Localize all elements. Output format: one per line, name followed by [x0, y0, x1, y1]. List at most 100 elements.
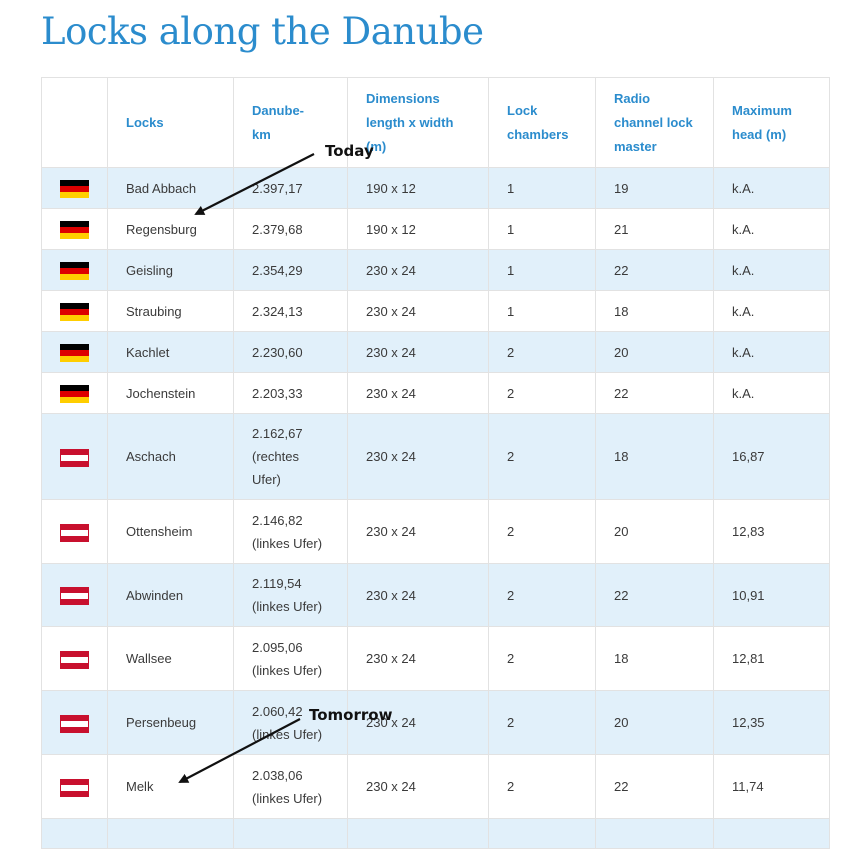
table-row: Geisling 2.354,29 230 x 24 1 22 k.A. — [41, 249, 830, 291]
lock-name-cell: Ottensheim — [107, 499, 234, 564]
column-header-maximum-head: Maximum head (m) — [713, 77, 830, 168]
maximum-head-cell: k.A. — [713, 249, 830, 291]
radio-channel-cell: 22 — [595, 563, 714, 627]
lock-chambers-cell: 1 — [488, 290, 596, 332]
lock-chambers-cell: 2 — [488, 563, 596, 627]
lock-name-cell: Bad Abbach — [107, 167, 234, 209]
table-row: Jochenstein 2.203,33 230 x 24 2 22 k.A. — [41, 372, 830, 414]
radio-channel-cell: 20 — [595, 499, 714, 564]
dimensions-cell: 230 x 24 — [347, 331, 489, 373]
lock-chambers-cell: 1 — [488, 167, 596, 209]
lock-name-cell — [107, 818, 234, 849]
radio-channel-cell: 20 — [595, 690, 714, 755]
column-header-flag — [41, 77, 108, 168]
maximum-head-cell: k.A. — [713, 167, 830, 209]
flag-cell — [41, 818, 108, 849]
table-row: Persenbeug 2.060,42 (linkes Ufer) 230 x 24 2… — [41, 690, 830, 755]
table-row: Aschach 2.162,67 (rechtes Ufer) 230 x 24 2 18 1… — [41, 413, 830, 500]
germany-flag — [60, 262, 89, 281]
flag-cell — [41, 290, 108, 332]
flag-cell — [41, 754, 108, 819]
danube-km-cell: 2.095,06 (linkes Ufer) — [233, 626, 348, 691]
danube-km-cell: 2.379,68 — [233, 208, 348, 250]
maximum-head-cell: k.A. — [713, 208, 830, 250]
radio-channel-cell: 22 — [595, 249, 714, 291]
table-row: Bad Abbach 2.397,17 190 x 12 1 19 k.A. — [41, 167, 830, 209]
germany-flag — [60, 303, 89, 322]
maximum-head-cell — [713, 818, 830, 849]
radio-channel-cell: 18 — [595, 290, 714, 332]
flag-cell — [41, 626, 108, 691]
austria-flag — [60, 587, 89, 606]
dimensions-cell: 230 x 24 — [347, 499, 489, 564]
table-row: Straubing 2.324,13 230 x 24 1 18 k.A. — [41, 290, 830, 332]
annotation-tomorrow: Tomorrow — [309, 706, 393, 724]
flag-cell — [41, 413, 108, 500]
lock-chambers-cell: 2 — [488, 690, 596, 755]
danube-km-cell: 2.038,06 (linkes Ufer) — [233, 754, 348, 819]
radio-channel-cell — [595, 818, 714, 849]
radio-channel-cell: 18 — [595, 626, 714, 691]
dimensions-cell: 230 x 24 — [347, 290, 489, 332]
danube-km-cell — [233, 818, 348, 849]
danube-km-cell: 2.119,54 (linkes Ufer) — [233, 563, 348, 627]
lock-chambers-cell: 2 — [488, 372, 596, 414]
germany-flag — [60, 344, 89, 363]
danube-km-cell: 2.324,13 — [233, 290, 348, 332]
table-row: Regensburg 2.379,68 190 x 12 1 21 k.A. — [41, 208, 830, 250]
dimensions-cell: 230 x 24 — [347, 413, 489, 500]
lock-name-cell: Kachlet — [107, 331, 234, 373]
lock-chambers-cell: 1 — [488, 249, 596, 291]
lock-name-cell: Straubing — [107, 290, 234, 332]
dimensions-cell: 230 x 24 — [347, 754, 489, 819]
flag-cell — [41, 208, 108, 250]
flag-cell — [41, 372, 108, 414]
lock-chambers-cell: 2 — [488, 626, 596, 691]
maximum-head-cell: 12,35 — [713, 690, 830, 755]
table-row — [41, 818, 830, 849]
radio-channel-cell: 20 — [595, 331, 714, 373]
germany-flag — [60, 385, 89, 404]
austria-flag — [60, 714, 89, 733]
column-header-dimensions: Dimensions length x width (m) — [347, 77, 489, 168]
maximum-head-cell: 12,81 — [713, 626, 830, 691]
table-row: Melk 2.038,06 (linkes Ufer) 230 x 24 2 22 11,7… — [41, 754, 830, 819]
column-header-danube-km: Danube-km — [233, 77, 348, 168]
flag-cell — [41, 249, 108, 291]
lock-name-cell: Melk — [107, 754, 234, 819]
locks-table: Locks Danube-km Dimensions length x width… — [41, 77, 830, 849]
table-row: Kachlet 2.230,60 230 x 24 2 20 k.A. — [41, 331, 830, 373]
lock-name-cell: Geisling — [107, 249, 234, 291]
radio-channel-cell: 19 — [595, 167, 714, 209]
dimensions-cell: 230 x 24 — [347, 372, 489, 414]
dimensions-cell: 190 x 12 — [347, 167, 489, 209]
lock-chambers-cell: 2 — [488, 499, 596, 564]
maximum-head-cell: 16,87 — [713, 413, 830, 500]
maximum-head-cell: 12,83 — [713, 499, 830, 564]
lock-name-cell: Jochenstein — [107, 372, 234, 414]
dimensions-cell — [347, 818, 489, 849]
flag-cell — [41, 499, 108, 564]
austria-flag — [60, 448, 89, 467]
dimensions-cell: 230 x 24 — [347, 563, 489, 627]
maximum-head-cell: 10,91 — [713, 563, 830, 627]
dimensions-cell: 230 x 24 — [347, 626, 489, 691]
germany-flag — [60, 180, 89, 199]
lock-chambers-cell: 2 — [488, 754, 596, 819]
radio-channel-cell: 21 — [595, 208, 714, 250]
lock-name-cell: Abwinden — [107, 563, 234, 627]
lock-chambers-cell: 2 — [488, 413, 596, 500]
column-header-lock-chambers: Lock chambers — [488, 77, 596, 168]
maximum-head-cell: k.A. — [713, 331, 830, 373]
table-row: Ottensheim 2.146,82 (linkes Ufer) 230 x 24 2… — [41, 499, 830, 564]
table-body: Bad Abbach 2.397,17 190 x 12 1 19 k.A. Regensb… — [41, 167, 830, 849]
maximum-head-cell: k.A. — [713, 372, 830, 414]
radio-channel-cell: 22 — [595, 372, 714, 414]
danube-km-cell: 2.162,67 (rechtes Ufer) — [233, 413, 348, 500]
flag-cell — [41, 331, 108, 373]
lock-name-cell: Regensburg — [107, 208, 234, 250]
danube-km-cell: 2.354,29 — [233, 249, 348, 291]
maximum-head-cell: k.A. — [713, 290, 830, 332]
column-header-radio-channel: Radio channel lock master — [595, 77, 714, 168]
danube-km-cell: 2.203,33 — [233, 372, 348, 414]
